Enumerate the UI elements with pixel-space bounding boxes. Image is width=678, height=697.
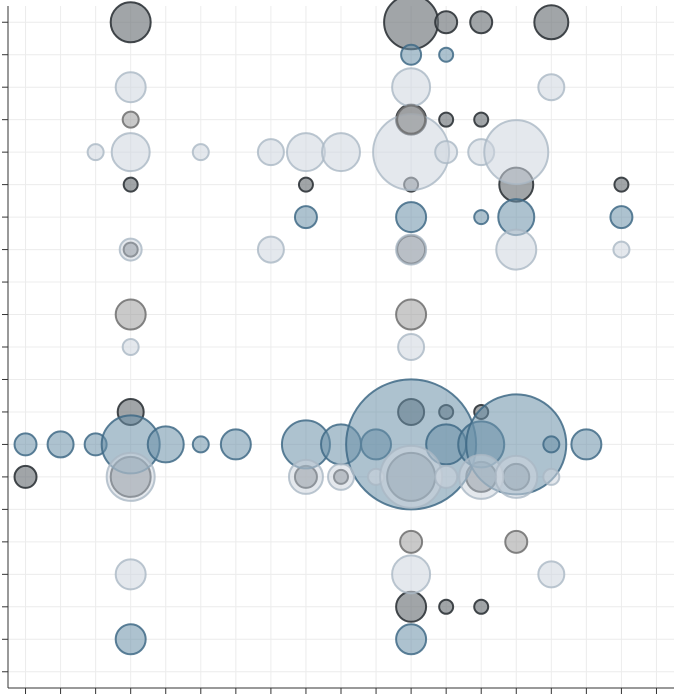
bubble-point (537, 73, 566, 102)
bubble-point (395, 590, 428, 623)
bubble-point (395, 298, 428, 331)
bubble-point (110, 132, 151, 173)
bubble-point (570, 428, 603, 461)
bubble-point (612, 240, 631, 259)
bubble-point (191, 143, 210, 162)
bubble-point (473, 111, 490, 128)
bubble-point (122, 176, 139, 193)
bubble-point (438, 46, 455, 63)
bubble-point (533, 4, 570, 41)
bubble-point (542, 435, 561, 454)
bubble-point (495, 228, 538, 271)
bubble-point (13, 464, 38, 489)
bubble-point (438, 111, 455, 128)
bubble-point (114, 623, 147, 656)
bubble-point (397, 333, 426, 361)
bubble-point (395, 623, 428, 656)
bubble-point (118, 237, 143, 262)
bubble-point (395, 233, 428, 266)
bubble-point (400, 43, 423, 66)
bubble-point (379, 444, 444, 509)
bubble-point (434, 140, 459, 165)
bubble-point (191, 435, 210, 454)
bubble-point (121, 338, 140, 356)
bubble-point (86, 143, 105, 162)
bubble-point (473, 598, 490, 615)
bubble-point (114, 71, 147, 104)
bubble-point (613, 176, 630, 193)
bubble-point (109, 1, 152, 44)
bubble-point (537, 560, 566, 589)
bubble-point (542, 467, 561, 486)
bubbles (13, 0, 634, 656)
bubble-point (434, 10, 459, 35)
bubble-point (285, 132, 326, 173)
axes (2, 6, 674, 694)
bubble-point (395, 201, 428, 234)
bubble-point (473, 209, 490, 226)
bubble-point (114, 298, 147, 331)
bubble-point (327, 462, 355, 491)
bubble-point (287, 458, 324, 495)
bubble-point (297, 176, 314, 193)
bubble-point (256, 235, 285, 264)
grid (8, 6, 674, 688)
bubble-point (609, 205, 634, 230)
bubble-point (494, 454, 539, 499)
bubble-point (114, 558, 147, 591)
bubble-point (105, 451, 156, 502)
bubble-point (321, 132, 361, 173)
bubble-point (438, 598, 455, 615)
bubble-point (383, 0, 440, 51)
bubble-point (13, 432, 38, 457)
bubble-point (391, 554, 432, 595)
bubble-point (469, 10, 494, 35)
bubble-point (396, 104, 427, 135)
bubble-point (399, 529, 424, 554)
bubble-point (293, 205, 318, 230)
bubble-point (256, 138, 285, 167)
bubble-point (391, 67, 432, 108)
bubble-point (46, 430, 75, 459)
bubble-point (483, 119, 550, 186)
bubble-point (146, 425, 185, 464)
bubble-point (219, 428, 252, 461)
bubble-point (434, 464, 459, 489)
bubble-point (504, 529, 529, 554)
bubble-point (121, 110, 140, 129)
